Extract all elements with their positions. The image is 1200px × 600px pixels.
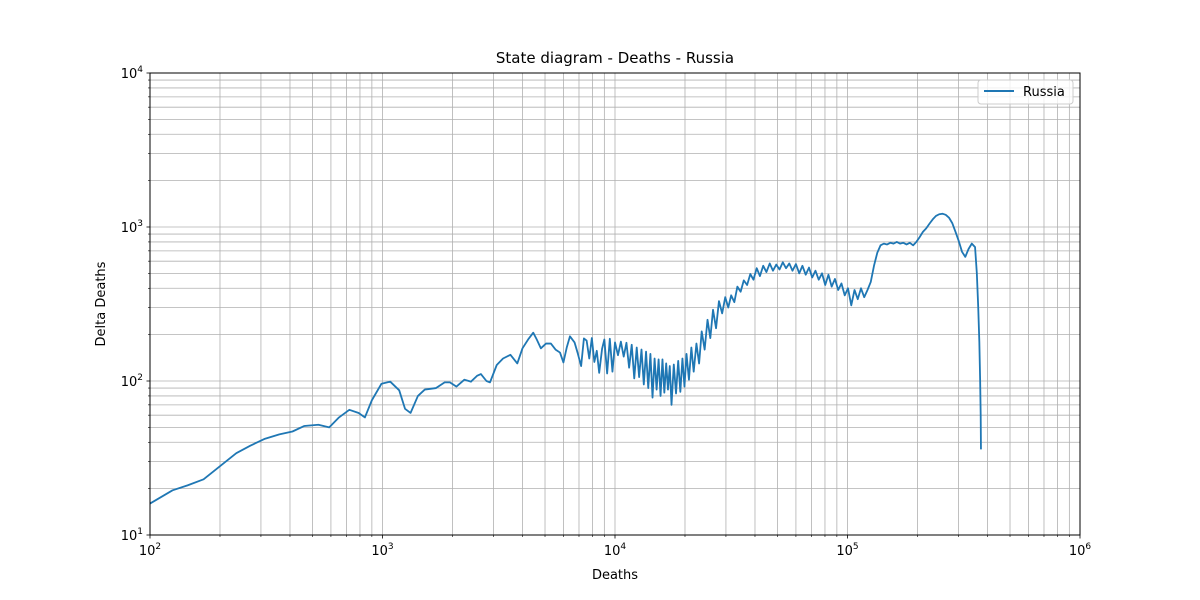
plot-area	[149, 212, 982, 505]
y-tick-label: 101	[121, 527, 143, 544]
x-tick-labels: 102 103 104 105 106	[139, 542, 1092, 559]
x-tick-label: 104	[604, 542, 627, 559]
x-tick-label: 103	[371, 542, 393, 559]
legend-box	[977, 79, 1074, 105]
x-tick-label: 102	[139, 542, 161, 559]
y-tick-label: 103	[121, 219, 143, 236]
x-axis-label: Deaths	[592, 568, 638, 583]
x-tick-label: 105	[836, 542, 858, 559]
y-tick-labels: 101 102 103 104	[121, 65, 144, 544]
y-axis-label: Delta Deaths	[94, 261, 109, 346]
y-tick-label: 104	[121, 65, 144, 82]
legend-label: Russia	[1023, 85, 1065, 100]
y-tick-label: 102	[121, 373, 143, 390]
series-line-russia	[149, 212, 982, 505]
x-tick-label: 106	[1069, 542, 1092, 559]
tick-marks	[146, 72, 1081, 539]
legend: Russia	[977, 79, 1074, 105]
chart-title: State diagram - Deaths - Russia	[496, 49, 734, 67]
